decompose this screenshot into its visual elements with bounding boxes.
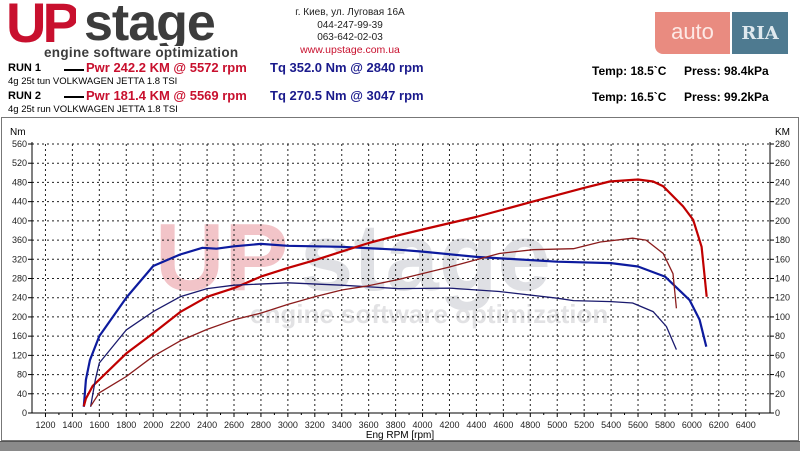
x-tick-label: 2800 <box>251 420 271 430</box>
y2-axis-label: KM <box>775 127 790 138</box>
y2-tick-label: 220 <box>775 197 790 207</box>
y-tick-label: 280 <box>12 274 27 284</box>
x-tick-label: 5800 <box>655 420 675 430</box>
x-tick-label: 3000 <box>278 420 298 430</box>
series-run-1-power <box>82 178 708 407</box>
logo-wordmark: stage <box>84 0 215 46</box>
x-tick-label: 3200 <box>305 420 325 430</box>
x-tick-label: 1400 <box>62 420 82 430</box>
x-tick-label: 1800 <box>116 420 136 430</box>
phone-1: 044-247-99-39 <box>317 20 383 31</box>
y-tick-label: 480 <box>12 177 27 187</box>
run1-temp: Temp: 18.5`C <box>592 64 667 78</box>
x-tick-label: 3800 <box>386 420 406 430</box>
series-run-2-power <box>90 237 678 407</box>
y-tick-label: 240 <box>12 293 27 303</box>
y-tick-label: 0 <box>22 408 27 418</box>
y2-tick-label: 180 <box>775 235 790 245</box>
bottom-bar <box>0 441 800 451</box>
y2-tick-label: 60 <box>775 350 785 360</box>
y2-tick-label: 100 <box>775 312 790 322</box>
x-tick-label: 2400 <box>197 420 217 430</box>
run2-label: RUN 2 <box>8 90 42 102</box>
y-tick-label: 520 <box>12 158 27 168</box>
x-tick-label: 4800 <box>520 420 540 430</box>
x-tick-label: 2200 <box>170 420 190 430</box>
x-tick-label: 2600 <box>224 420 244 430</box>
watermark-tagline: engine software optimization <box>250 299 608 329</box>
x-tick-label: 6000 <box>682 420 702 430</box>
y-tick-label: 120 <box>12 350 27 360</box>
y2-tick-label: 280 <box>775 139 790 149</box>
y2-tick-label: 0 <box>775 408 780 418</box>
y2-tick-label: 260 <box>775 158 790 168</box>
x-tick-label: 5600 <box>628 420 648 430</box>
y-axis-label: Nm <box>10 127 26 138</box>
run1-label: RUN 1 <box>8 62 42 74</box>
y-tick-label: 320 <box>12 254 27 264</box>
logo-mark: UP <box>6 0 76 46</box>
y2-tick-label: 20 <box>775 389 785 399</box>
y2-tick-label: 200 <box>775 216 790 226</box>
autoria-ria: RIA <box>732 12 788 54</box>
run1-press: Press: 98.4kPa <box>684 64 769 78</box>
x-tick-label: 2000 <box>143 420 163 430</box>
y-tick-label: 80 <box>17 370 27 380</box>
series-run-1-torque <box>82 242 708 407</box>
run1-car: 4g 25t tun VOLKWAGEN JETTA 1.8 TSI <box>8 76 178 87</box>
y-tick-label: 440 <box>12 197 27 207</box>
run2-torque: Tq 270.5 Nm @ 3047 rpm <box>270 88 424 103</box>
chart-panel <box>1 117 799 441</box>
run1-legend-line <box>64 69 84 71</box>
run1-torque: Tq 352.0 Nm @ 2840 rpm <box>270 60 424 75</box>
y2-tick-label: 40 <box>775 370 785 380</box>
x-tick-label: 3400 <box>332 420 352 430</box>
x-tick-label: 5200 <box>574 420 594 430</box>
x-tick-label: 4600 <box>493 420 513 430</box>
run2-legend-line <box>64 96 84 98</box>
y-tick-label: 360 <box>12 235 27 245</box>
x-tick-label: 4200 <box>439 420 459 430</box>
y2-tick-label: 240 <box>775 177 790 187</box>
y2-tick-label: 140 <box>775 274 790 284</box>
y2-tick-label: 120 <box>775 293 790 303</box>
y-tick-label: 400 <box>12 216 27 226</box>
x-tick-label: 5400 <box>601 420 621 430</box>
series-run-2-torque <box>89 282 677 407</box>
x-tick-label: 4400 <box>466 420 486 430</box>
x-tick-label: 6200 <box>709 420 729 430</box>
address: г. Киев, ул. Луговая 16А <box>295 7 405 18</box>
y-tick-label: 560 <box>12 139 27 149</box>
run2-power: Pwr 181.4 KM @ 5569 rpm <box>86 88 247 103</box>
run2-temp: Temp: 16.5`C <box>592 90 667 104</box>
x-tick-label: 5000 <box>547 420 567 430</box>
autoria-auto: auto <box>655 12 730 54</box>
website-link[interactable]: www.upstage.com.ua <box>300 44 400 56</box>
y-tick-label: 200 <box>12 312 27 322</box>
run1-power: Pwr 242.2 KM @ 5572 rpm <box>86 60 247 75</box>
phone-2: 063-642-02-03 <box>317 32 383 43</box>
y-tick-label: 40 <box>17 389 27 399</box>
x-tick-label: 3600 <box>359 420 379 430</box>
upstage-logo: UP stage engine software optimization <box>4 0 254 60</box>
y2-tick-label: 80 <box>775 331 785 341</box>
logo-tagline: engine software optimization <box>44 45 239 60</box>
autoria-badge[interactable]: auto RIA <box>655 12 788 54</box>
run2-press: Press: 99.2kPa <box>684 90 769 104</box>
y2-tick-label: 160 <box>775 254 790 264</box>
x-tick-label: 1200 <box>35 420 55 430</box>
watermark-stage: stage <box>300 204 551 311</box>
x-tick-label: 1600 <box>89 420 109 430</box>
x-tick-label: 4000 <box>413 420 433 430</box>
watermark: UP stage engine software optimization <box>155 204 608 329</box>
y-tick-label: 160 <box>12 331 27 341</box>
x-tick-label: 6400 <box>736 420 756 430</box>
run2-car: 4g 25t run VOLKWAGEN JETTA 1.8 TSI <box>8 104 178 115</box>
x-axis-label: Eng RPM [rpm] <box>366 430 435 441</box>
